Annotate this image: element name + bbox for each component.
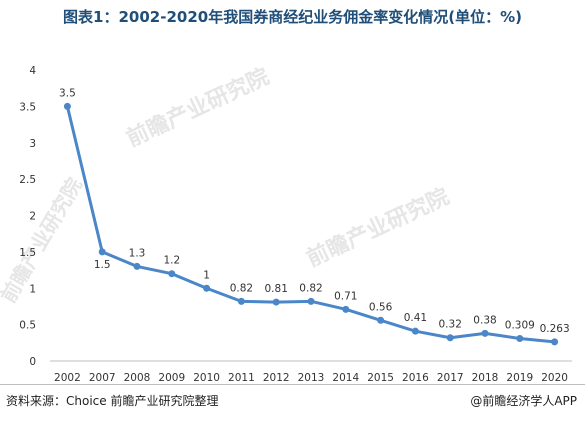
- x-tick-label: 2012: [263, 372, 290, 384]
- data-point: [446, 334, 454, 342]
- data-point: [272, 298, 280, 306]
- source-note: 资料来源：Choice 前瞻产业研究院整理: [6, 394, 219, 408]
- series-line: [65, 106, 555, 344]
- footer-divider: [0, 384, 585, 385]
- x-tick-label: 2010: [193, 372, 220, 384]
- y-tick-label: 2.5: [19, 174, 36, 186]
- credit-note: @前瞻经济学人APP: [470, 394, 577, 408]
- data-point: [411, 327, 419, 335]
- x-tick-label: 2014: [332, 372, 359, 384]
- data-point: [133, 262, 141, 270]
- data-label: 0.263: [540, 323, 570, 335]
- x-tick-label: 2007: [89, 372, 116, 384]
- data-point: [203, 284, 211, 292]
- data-point: [481, 329, 489, 337]
- y-tick-label: 2: [29, 211, 36, 223]
- data-label: 0.38: [473, 314, 496, 326]
- data-label: 1.3: [129, 247, 146, 259]
- data-point: [98, 248, 106, 256]
- x-tick-label: 2009: [158, 372, 185, 384]
- y-tick-label: 4: [29, 65, 36, 77]
- data-point: [168, 270, 176, 278]
- x-tick-label: 2020: [541, 372, 568, 384]
- data-label: 0.309: [505, 320, 535, 332]
- x-tick-label: 2017: [437, 372, 464, 384]
- y-tick-label: 0.5: [19, 320, 36, 332]
- y-tick-label: 3.5: [19, 101, 36, 113]
- data-label: 0.81: [265, 283, 288, 295]
- data-point: [342, 305, 350, 313]
- data-label: 0.82: [299, 282, 322, 294]
- x-tick-label: 2008: [124, 372, 151, 384]
- y-tick-label: 1.5: [19, 247, 36, 259]
- y-tick-label: 3: [29, 138, 36, 150]
- y-tick-label: 0: [29, 356, 36, 368]
- data-point: [63, 102, 71, 110]
- x-tick-label: 2015: [367, 372, 394, 384]
- x-tick-label: 2019: [506, 372, 533, 384]
- x-tick-label: 2011: [228, 372, 255, 384]
- data-label: 0.82: [230, 282, 253, 294]
- x-tick-label: 2016: [402, 372, 429, 384]
- data-label: 1.5: [94, 259, 111, 271]
- x-tick-label: 2018: [472, 372, 499, 384]
- data-label: 0.32: [439, 319, 462, 331]
- data-label: 1: [203, 269, 210, 281]
- chart-area: 0 0.5 1 1.5 2 2.5 3 3.5 4 2002 2007 2008 2009 2010 201…: [0, 40, 585, 385]
- data-label: 1.2: [163, 255, 180, 267]
- chart-title: 图表1：2002-2020年我国券商经纪业务佣金率变化情况(单位：%): [63, 8, 522, 26]
- data-point: [377, 316, 385, 324]
- x-tick-label: 2013: [298, 372, 325, 384]
- line-chart: 0 0.5 1 1.5 2 2.5 3 3.5 4 2002 2007 2008 2009 2010 201…: [19, 65, 572, 384]
- y-tick-label: 1: [29, 283, 36, 295]
- data-point: [237, 297, 245, 305]
- data-label: 3.5: [59, 87, 76, 99]
- data-label: 0.41: [404, 312, 427, 324]
- data-point: [307, 297, 315, 305]
- data-label: 0.56: [369, 301, 393, 313]
- data-label: 0.71: [334, 290, 357, 302]
- data-point: [516, 335, 524, 343]
- data-point: [551, 338, 559, 346]
- x-tick-label: 2002: [54, 372, 81, 384]
